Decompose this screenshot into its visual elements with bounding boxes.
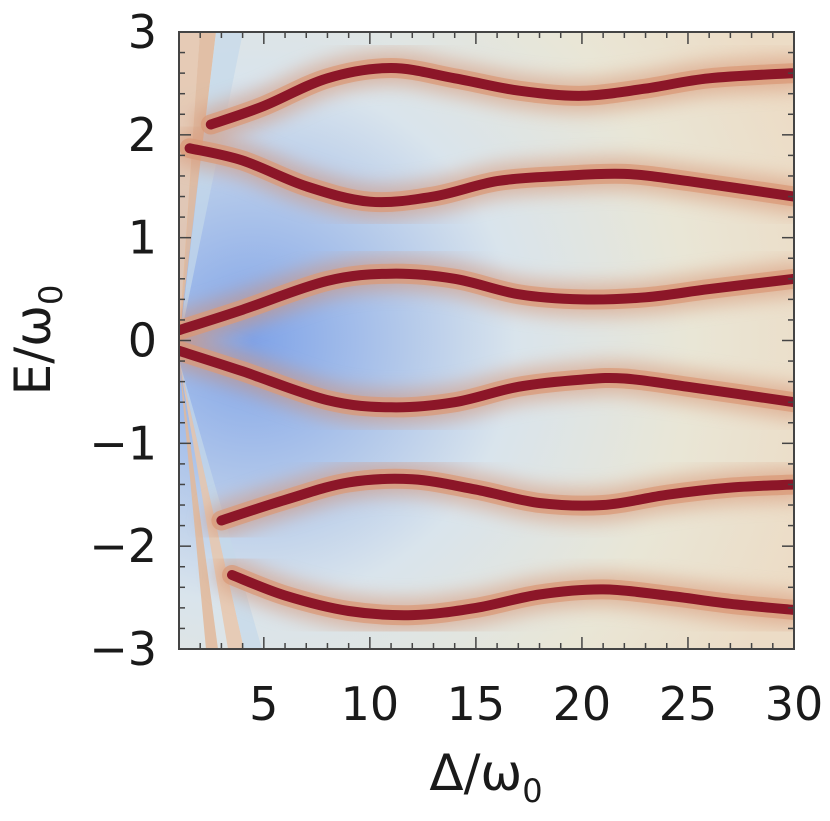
y-tick-label: 0	[128, 314, 157, 368]
x-tick-label: 20	[553, 677, 612, 731]
x-tick-label: 15	[447, 677, 506, 731]
y-tick-label: −3	[89, 622, 157, 676]
x-tick-label: 25	[659, 677, 718, 731]
y-axis-ticks: −3 −2 −1 0 1 2 3	[89, 5, 794, 676]
x-axis-title: Δ/ω0	[429, 744, 542, 810]
band-upper	[184, 143, 794, 208]
x-axis-ticks: 5 10 15 20 25 30	[178, 32, 824, 731]
fan-wedge	[179, 360, 218, 649]
x-tick-label: 30	[765, 677, 824, 731]
y-tick-label: 1	[128, 211, 157, 265]
band-lower-mid	[179, 345, 794, 413]
y-tick-label: 3	[128, 5, 157, 59]
y-axis-title: E/ω0	[4, 285, 70, 396]
band-upper-mid	[179, 268, 794, 336]
heatmap-background	[179, 32, 794, 649]
x-tick-label: 5	[249, 677, 278, 731]
x-tick-label: 10	[341, 677, 400, 731]
plot-area	[179, 32, 794, 649]
y-tick-label: −2	[89, 519, 157, 573]
band-bottom	[227, 570, 794, 621]
y-tick-label: −1	[89, 416, 157, 470]
y-tick-label: 2	[128, 108, 157, 162]
band-top	[205, 62, 794, 130]
resonance-bands	[179, 62, 794, 621]
band-lower	[216, 473, 794, 526]
